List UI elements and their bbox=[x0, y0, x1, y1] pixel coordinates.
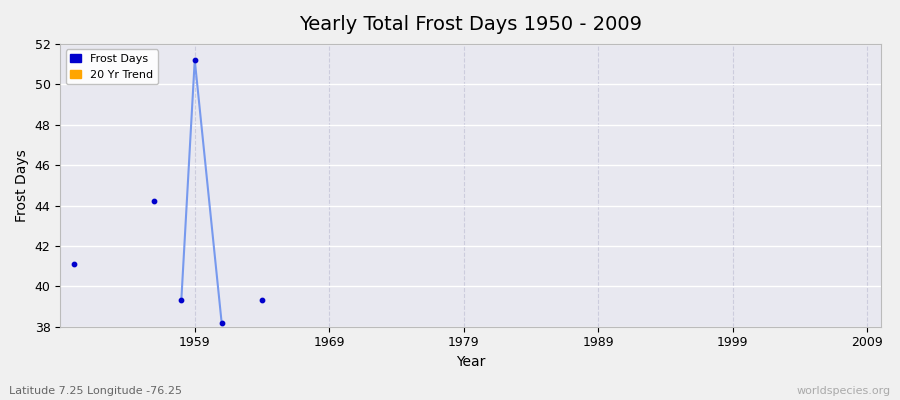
Point bbox=[67, 261, 81, 267]
Point bbox=[255, 297, 269, 304]
Point bbox=[214, 320, 229, 326]
Point bbox=[174, 297, 188, 304]
Text: worldspecies.org: worldspecies.org bbox=[796, 386, 891, 396]
Legend: Frost Days, 20 Yr Trend: Frost Days, 20 Yr Trend bbox=[66, 50, 158, 84]
Text: Latitude 7.25 Longitude -76.25: Latitude 7.25 Longitude -76.25 bbox=[9, 386, 182, 396]
X-axis label: Year: Year bbox=[455, 355, 485, 369]
Point bbox=[187, 57, 202, 63]
Y-axis label: Frost Days: Frost Days bbox=[15, 149, 29, 222]
Title: Yearly Total Frost Days 1950 - 2009: Yearly Total Frost Days 1950 - 2009 bbox=[299, 15, 642, 34]
Point bbox=[148, 198, 162, 205]
